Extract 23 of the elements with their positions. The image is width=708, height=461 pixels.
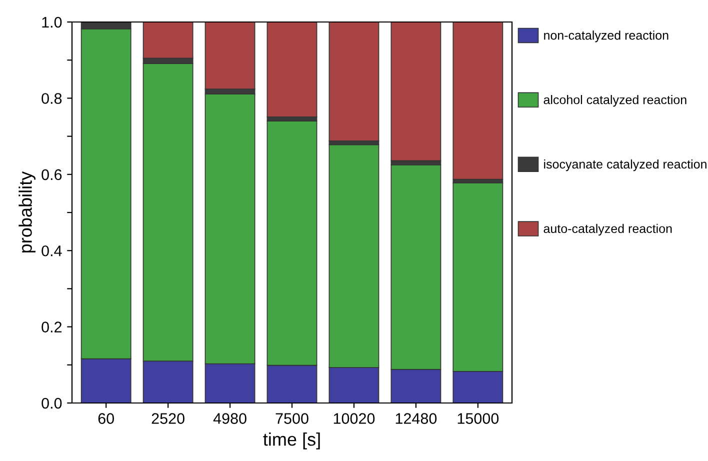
bar	[390, 22, 442, 162]
legend-label: non-catalyzed reaction	[544, 30, 668, 42]
bar	[328, 22, 380, 142]
x-tick-label: 7500	[276, 413, 308, 424]
x-tick-label: 2520	[152, 413, 184, 424]
x-tick-label: 12480	[396, 413, 437, 424]
y-tick-label: 0.0	[42, 398, 62, 409]
y-tick-label: 0.4	[42, 245, 62, 256]
y-tick-label: 0.6	[42, 169, 62, 180]
y-tick-label: 1.0	[42, 16, 62, 28]
legend-label: isocyanate catalyzed reaction	[544, 159, 706, 172]
bar	[266, 22, 318, 118]
x-tick-label: 4980	[213, 413, 246, 424]
y-axis-title: probability	[18, 171, 36, 252]
y-tick-label: 0.8	[42, 93, 62, 104]
y-tick-label: 0.2	[42, 322, 62, 332]
x-axis-title: time [s]	[263, 432, 320, 450]
x-tick-label: 15000	[458, 413, 499, 424]
bar	[452, 22, 504, 180]
legend-label: auto-catalyzed reaction	[544, 224, 672, 236]
x-tick-label: 60	[98, 413, 114, 424]
x-tick-label: 10020	[334, 413, 375, 424]
legend-label: alcohol catalyzed reaction	[544, 95, 686, 107]
